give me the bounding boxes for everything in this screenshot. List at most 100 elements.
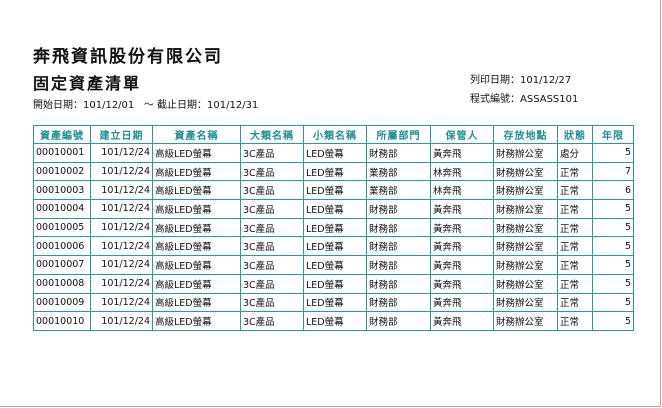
table-cell: 5	[592, 273, 634, 294]
table-cell: LED螢幕	[303, 273, 367, 294]
asset-table: 資產編號 建立日期 資產名稱 大類名稱 小類名稱 所屬部門 保管人 存放地點 狀態 年限 0001…	[33, 125, 634, 331]
column-header: 狀態	[557, 125, 593, 144]
table-cell: 林奔飛	[430, 180, 494, 201]
label: 程式編號：	[470, 94, 520, 105]
table-cell: 5	[592, 292, 634, 313]
table-cell: 正常	[557, 180, 593, 201]
table-cell: 財務辦公室	[493, 217, 558, 238]
table-cell: 3C產品	[240, 311, 304, 331]
table-cell: 財務部	[366, 311, 431, 331]
table-cell: 正常	[557, 161, 593, 182]
date: 101/12/27	[520, 75, 572, 86]
table-row: 00010001 101/12/24 高級LED螢幕 3C產品 LED螢幕 財務部 黃奔飛財…	[33, 143, 634, 163]
table-cell: 101/12/24	[90, 255, 153, 275]
table-row: 00010005 101/12/24 高級LED螢幕 3C產品 LED螢幕 財務部 黃奔飛財…	[33, 217, 634, 238]
table-cell: LED螢幕	[303, 217, 367, 238]
table-cell: 3C產品	[240, 161, 304, 182]
column-header: 年限	[592, 125, 634, 144]
date: 101/12/31	[207, 100, 259, 111]
table-cell: LED螢幕	[303, 255, 367, 275]
label: 截止日期：	[157, 100, 208, 111]
program-id: 程式編號：ASSASS101	[470, 90, 578, 105]
table-cell: 高級LED螢幕	[152, 273, 241, 294]
table-cell: LED螢幕	[303, 292, 367, 313]
table-cell: 3C產品	[240, 180, 304, 201]
column-header: 資產編號	[33, 125, 91, 144]
table-cell: 3C產品	[240, 255, 304, 275]
table-cell: 101/12/24	[90, 143, 153, 163]
table-cell: LED螢幕	[303, 236, 367, 257]
table-cell: 財務辦公室	[493, 311, 558, 331]
table-cell: 101/12/24	[90, 199, 153, 219]
table-cell: 業務部	[366, 180, 431, 201]
table-cell: 00010001	[33, 143, 91, 163]
table-row: 00010002 101/12/24 高級LED螢幕 3C產品 LED螢幕 業務部 林奔飛財…	[33, 161, 634, 182]
table-cell: 00010006	[33, 236, 91, 257]
table-cell: 黃奔飛	[430, 311, 494, 331]
column-header: 存放地點	[493, 125, 558, 144]
separator: ～	[143, 100, 154, 111]
table-cell: 5	[592, 217, 634, 238]
table-cell: 3C產品	[240, 199, 304, 219]
table-cell: LED螢幕	[303, 180, 367, 201]
print-date: 列印日期：101/12/27	[470, 71, 571, 86]
table-cell: 財務辦公室	[493, 161, 558, 182]
table-cell: 財務辦公室	[493, 180, 558, 201]
table-cell: LED螢幕	[303, 199, 367, 219]
table-cell: 正常	[557, 199, 593, 219]
table-cell: 林奔飛	[430, 161, 494, 182]
table-cell: 正常	[557, 217, 593, 238]
table-cell: 5	[592, 236, 634, 257]
table-cell: 高級LED螢幕	[152, 180, 241, 201]
table-cell: LED螢幕	[303, 161, 367, 182]
table-cell: 黃奔飛	[430, 292, 494, 313]
table-cell: 00010009	[33, 292, 91, 313]
table-cell: 3C產品	[240, 273, 304, 294]
table-cell: 高級LED螢幕	[152, 236, 241, 257]
table-row: 00010006 101/12/24 高級LED螢幕 3C產品 LED螢幕 財務部 黃奔飛財…	[33, 236, 634, 257]
table-cell: 5	[592, 311, 634, 331]
table-cell: 黃奔飛	[430, 255, 494, 275]
table-cell: 高級LED螢幕	[152, 292, 241, 313]
table-cell: 業務部	[366, 161, 431, 182]
table-cell: 財務部	[366, 273, 431, 294]
table-cell: 101/12/24	[90, 217, 153, 238]
table-cell: 財務部	[366, 255, 431, 275]
table-cell: 黃奔飛	[430, 273, 494, 294]
table-cell: 7	[592, 161, 634, 182]
table-cell: 高級LED螢幕	[152, 199, 241, 219]
table-cell: 財務辦公室	[493, 143, 558, 163]
table-cell: 高級LED螢幕	[152, 255, 241, 275]
table-cell: 財務辦公室	[493, 273, 558, 294]
table-cell: 00010007	[33, 255, 91, 275]
table-cell: 財務部	[366, 292, 431, 313]
column-header: 建立日期	[90, 125, 153, 144]
table-cell: 5	[592, 143, 634, 163]
table-cell: 5	[592, 199, 634, 219]
table-cell: 處分	[557, 143, 593, 163]
header-row: 資產編號 建立日期 資產名稱 大類名稱 小類名稱 所屬部門 保管人 存放地點 狀態 年限	[33, 125, 634, 144]
table-cell: 正常	[557, 255, 593, 275]
table-cell: 財務部	[366, 217, 431, 238]
table-cell: 3C產品	[240, 292, 304, 313]
table-cell: 黃奔飛	[430, 199, 494, 219]
table-cell: 5	[592, 255, 634, 275]
company-name: 奔飛資訊股份有限公司	[33, 47, 223, 67]
table-cell: LED螢幕	[303, 311, 367, 331]
table-cell: 財務部	[366, 199, 431, 219]
table-cell: 高級LED螢幕	[152, 311, 241, 331]
table-cell: 高級LED螢幕	[152, 217, 241, 238]
table-cell: 00010004	[33, 199, 91, 219]
table-row: 00010007 101/12/24 高級LED螢幕 3C產品 LED螢幕 財務部 黃奔飛財…	[33, 255, 634, 275]
table-cell: 101/12/24	[90, 180, 153, 201]
table-cell: 正常	[557, 273, 593, 294]
table-cell: 財務部	[366, 236, 431, 257]
table-cell: 101/12/24	[90, 273, 153, 294]
date-range: 開始日期：101/12/01 ～ 截止日期：101/12/31	[33, 96, 258, 111]
table-cell: 正常	[557, 292, 593, 313]
table-row: 00010010 101/12/24 高級LED螢幕 3C產品 LED螢幕 財務部 黃奔飛財…	[33, 311, 634, 331]
label: 列印日期：	[470, 75, 520, 86]
column-header: 大類名稱	[240, 125, 304, 144]
